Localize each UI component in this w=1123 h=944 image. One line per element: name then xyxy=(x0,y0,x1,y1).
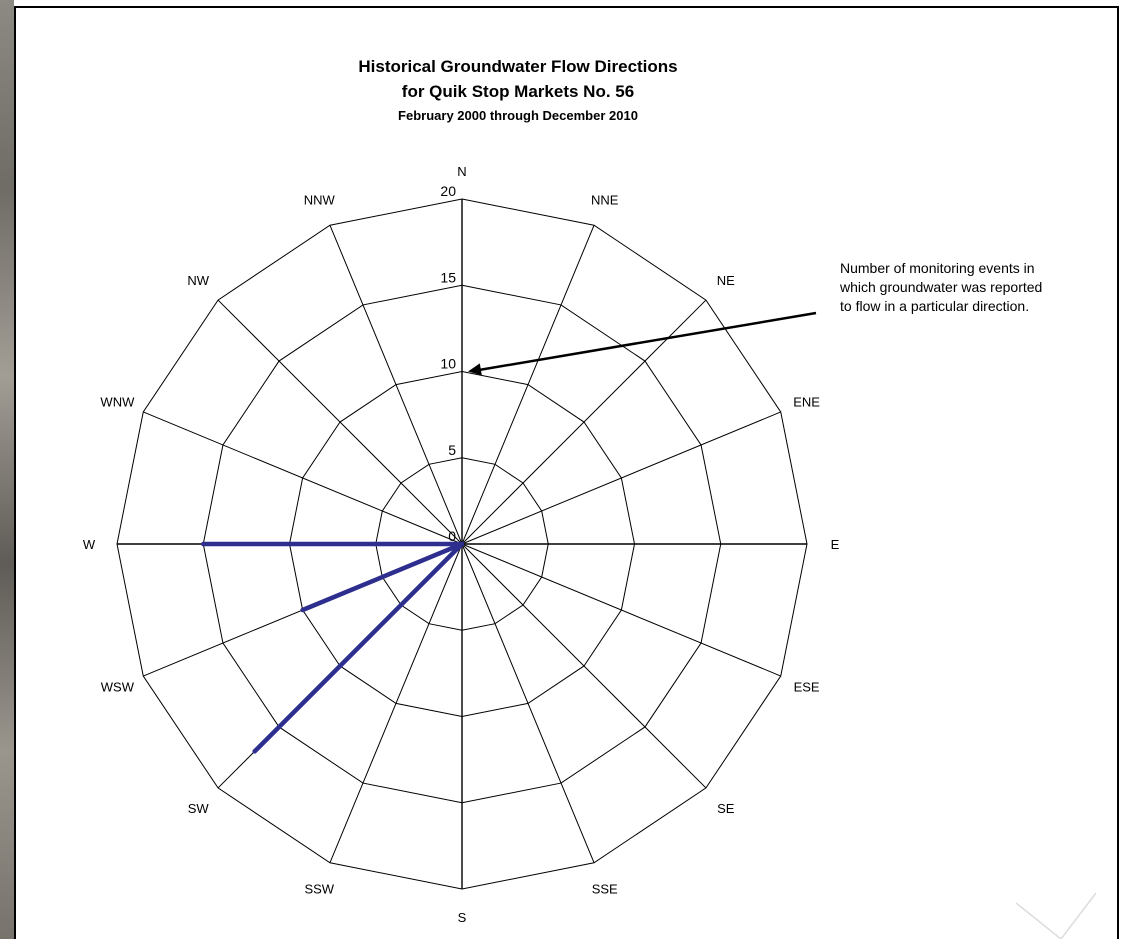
chart-date-range: February 2000 through December 2010 xyxy=(398,108,638,123)
direction-label-wnw: WNW xyxy=(100,394,135,409)
direction-label-ne: NE xyxy=(717,273,735,288)
spoke-ne xyxy=(461,299,707,545)
spoke-sse xyxy=(461,543,595,863)
direction-label-ssw: SSW xyxy=(304,882,334,897)
radial-tick-5: 5 xyxy=(448,442,456,458)
flow-bar-wsw xyxy=(300,541,465,613)
radial-tick-10: 10 xyxy=(440,356,456,372)
direction-label-e: E xyxy=(831,537,840,552)
flow-bar-sw xyxy=(252,541,465,754)
direction-label-wsw: WSW xyxy=(101,680,135,695)
corner-decoration xyxy=(1015,892,1097,940)
chart-title: Historical Groundwater Flow Directions xyxy=(358,57,677,76)
direction-label-ese: ESE xyxy=(794,680,820,695)
direction-label-nw: NW xyxy=(187,273,209,288)
annotation-line-3: to flow in a particular direction. xyxy=(840,298,1029,314)
spoke-se xyxy=(461,543,707,789)
annotation-arrow-head xyxy=(468,363,482,376)
radial-tick-0: 0 xyxy=(448,528,456,544)
spoke-nne xyxy=(461,225,595,545)
chart-subtitle: for Quik Stop Markets No. 56 xyxy=(402,82,634,101)
direction-label-n: N xyxy=(457,164,466,179)
direction-label-w: W xyxy=(83,537,96,552)
direction-label-nnw: NNW xyxy=(304,192,336,207)
spoke-wnw xyxy=(143,411,463,545)
chart-panel: Historical Groundwater Flow Directions f… xyxy=(14,6,1119,940)
direction-label-nne: NNE xyxy=(591,192,619,207)
top-margin xyxy=(14,0,1123,8)
annotation-arrow-shaft xyxy=(475,311,817,372)
annotation-line-1: Number of monitoring events in xyxy=(840,260,1035,276)
annotation-arrow xyxy=(468,311,817,376)
spoke-nw xyxy=(217,299,463,545)
direction-labels: N NNE NE ENE E ESE SE SSE S SSW SW WSW W WNW NW NNW xyxy=(83,164,840,925)
spoke-ene xyxy=(461,411,781,545)
annotation-line-2: which groundwater was reported xyxy=(839,279,1042,295)
radial-tick-15: 15 xyxy=(440,269,456,285)
direction-label-sw: SW xyxy=(188,801,210,816)
direction-label-se: SE xyxy=(717,801,735,816)
spoke-nnw xyxy=(329,225,463,545)
radial-tick-labels: 0 5 10 15 20 xyxy=(440,183,456,544)
direction-label-s: S xyxy=(458,910,467,925)
radial-tick-20: 20 xyxy=(440,183,456,199)
rose-chart: Historical Groundwater Flow Directions f… xyxy=(83,57,1097,940)
background-photo-strip xyxy=(0,0,14,939)
direction-label-sse: SSE xyxy=(592,882,618,897)
chart-series xyxy=(201,541,465,754)
spoke-ssw xyxy=(329,543,463,863)
direction-label-ene: ENE xyxy=(793,394,820,409)
spoke-ese xyxy=(461,543,781,677)
